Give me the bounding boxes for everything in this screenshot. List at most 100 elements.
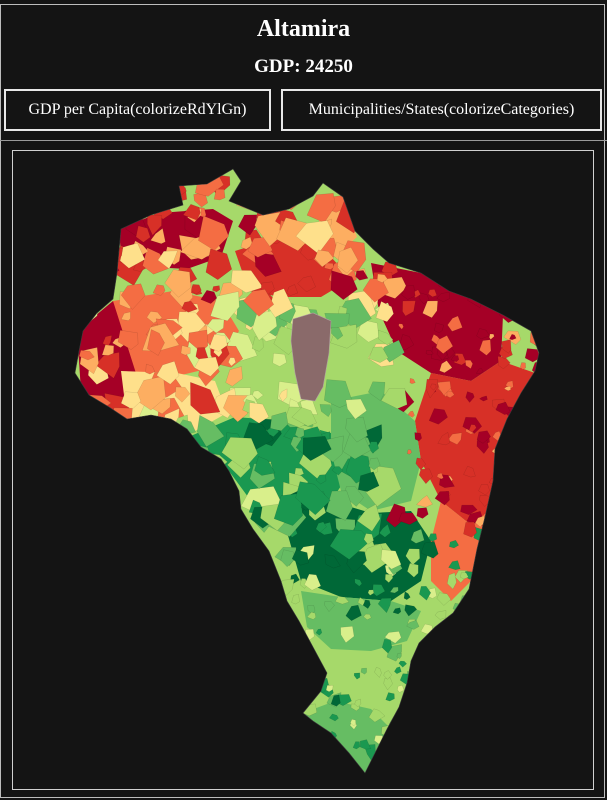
municipality[interactable]: [428, 408, 448, 425]
municipality[interactable]: [387, 176, 409, 199]
municipality[interactable]: [420, 230, 427, 240]
municipality[interactable]: [435, 335, 454, 354]
municipality[interactable]: [306, 193, 336, 223]
municipality[interactable]: [508, 759, 516, 766]
municipality[interactable]: [510, 294, 525, 306]
municipality[interactable]: [237, 188, 256, 207]
municipality[interactable]: [194, 356, 220, 377]
municipality[interactable]: [73, 263, 115, 290]
municipality[interactable]: [180, 345, 191, 356]
municipality[interactable]: [534, 663, 544, 672]
municipality[interactable]: [509, 652, 522, 671]
municipality[interactable]: [502, 571, 518, 589]
municipality[interactable]: [380, 388, 408, 409]
municipality[interactable]: [538, 499, 545, 506]
municipality[interactable]: [63, 452, 84, 469]
municipality[interactable]: [204, 623, 213, 631]
municipality[interactable]: [249, 402, 269, 424]
municipality[interactable]: [335, 596, 350, 605]
municipality[interactable]: [82, 437, 114, 472]
municipality[interactable]: [284, 172, 303, 190]
municipality[interactable]: [456, 770, 469, 782]
municipality[interactable]: [254, 456, 276, 476]
municipality[interactable]: [78, 728, 87, 736]
municipality[interactable]: [187, 749, 196, 760]
municipality[interactable]: [207, 640, 217, 649]
municipality[interactable]: [448, 560, 461, 570]
municipality[interactable]: [153, 472, 176, 496]
municipality[interactable]: [432, 748, 441, 756]
municipality[interactable]: [447, 432, 462, 445]
municipality[interactable]: [104, 713, 123, 729]
municipality[interactable]: [476, 661, 489, 675]
municipality[interactable]: [276, 618, 288, 628]
municipality[interactable]: [536, 511, 550, 526]
municipality[interactable]: [159, 440, 176, 456]
municipality[interactable]: [360, 739, 371, 750]
municipality[interactable]: [501, 339, 512, 354]
municipality[interactable]: [312, 772, 328, 785]
municipality[interactable]: [518, 296, 534, 312]
municipality[interactable]: [275, 730, 290, 744]
municipality[interactable]: [437, 381, 452, 396]
municipality[interactable]: [77, 681, 93, 693]
municipality[interactable]: [267, 181, 280, 194]
municipality[interactable]: [135, 225, 151, 243]
municipality[interactable]: [517, 407, 529, 420]
municipality[interactable]: [363, 533, 374, 545]
municipality[interactable]: [156, 361, 180, 385]
municipality[interactable]: [272, 765, 278, 771]
municipality[interactable]: [267, 696, 284, 714]
municipality[interactable]: [205, 774, 220, 787]
municipality[interactable]: [175, 386, 191, 403]
municipality[interactable]: [515, 520, 524, 529]
municipality[interactable]: [96, 659, 112, 675]
municipality[interactable]: [360, 667, 367, 675]
municipality[interactable]: [244, 166, 275, 203]
municipality[interactable]: [525, 574, 536, 586]
municipality[interactable]: [403, 591, 411, 600]
municipality[interactable]: [207, 483, 224, 499]
municipalities-states-button[interactable]: Municipalities/States(colorizeCategories…: [281, 89, 602, 131]
municipality[interactable]: [372, 584, 386, 597]
municipality[interactable]: [133, 777, 139, 782]
municipality[interactable]: [491, 692, 509, 704]
municipality[interactable]: [509, 422, 520, 434]
municipality[interactable]: [530, 487, 544, 502]
municipality[interactable]: [187, 575, 197, 586]
municipality[interactable]: [126, 766, 138, 775]
municipality[interactable]: [235, 656, 244, 665]
municipality[interactable]: [402, 300, 416, 317]
municipality[interactable]: [116, 650, 130, 665]
municipality[interactable]: [378, 329, 394, 346]
municipality[interactable]: [456, 235, 465, 243]
municipality[interactable]: [168, 668, 175, 675]
municipality[interactable]: [345, 766, 353, 775]
municipality[interactable]: [352, 175, 387, 201]
municipality[interactable]: [326, 770, 337, 781]
municipality[interactable]: [422, 753, 436, 763]
municipality[interactable]: [291, 407, 317, 427]
municipality[interactable]: [354, 698, 362, 708]
municipality[interactable]: [405, 670, 423, 689]
municipality[interactable]: [302, 436, 332, 461]
municipality[interactable]: [505, 502, 513, 510]
municipality[interactable]: [461, 652, 474, 665]
municipality[interactable]: [99, 706, 113, 722]
municipality[interactable]: [306, 611, 316, 620]
municipality[interactable]: [319, 404, 332, 417]
municipality[interactable]: [143, 612, 152, 619]
municipality[interactable]: [242, 751, 251, 764]
municipality[interactable]: [230, 593, 240, 602]
municipality[interactable]: [538, 360, 549, 375]
municipality[interactable]: [213, 188, 226, 201]
municipality[interactable]: [102, 592, 118, 608]
municipality[interactable]: [475, 515, 486, 528]
municipality[interactable]: [539, 665, 551, 677]
municipality[interactable]: [510, 680, 520, 690]
municipality[interactable]: [505, 647, 522, 662]
municipality[interactable]: [435, 258, 443, 264]
municipality[interactable]: [389, 586, 399, 594]
municipality[interactable]: [535, 360, 547, 372]
municipality[interactable]: [528, 400, 541, 420]
